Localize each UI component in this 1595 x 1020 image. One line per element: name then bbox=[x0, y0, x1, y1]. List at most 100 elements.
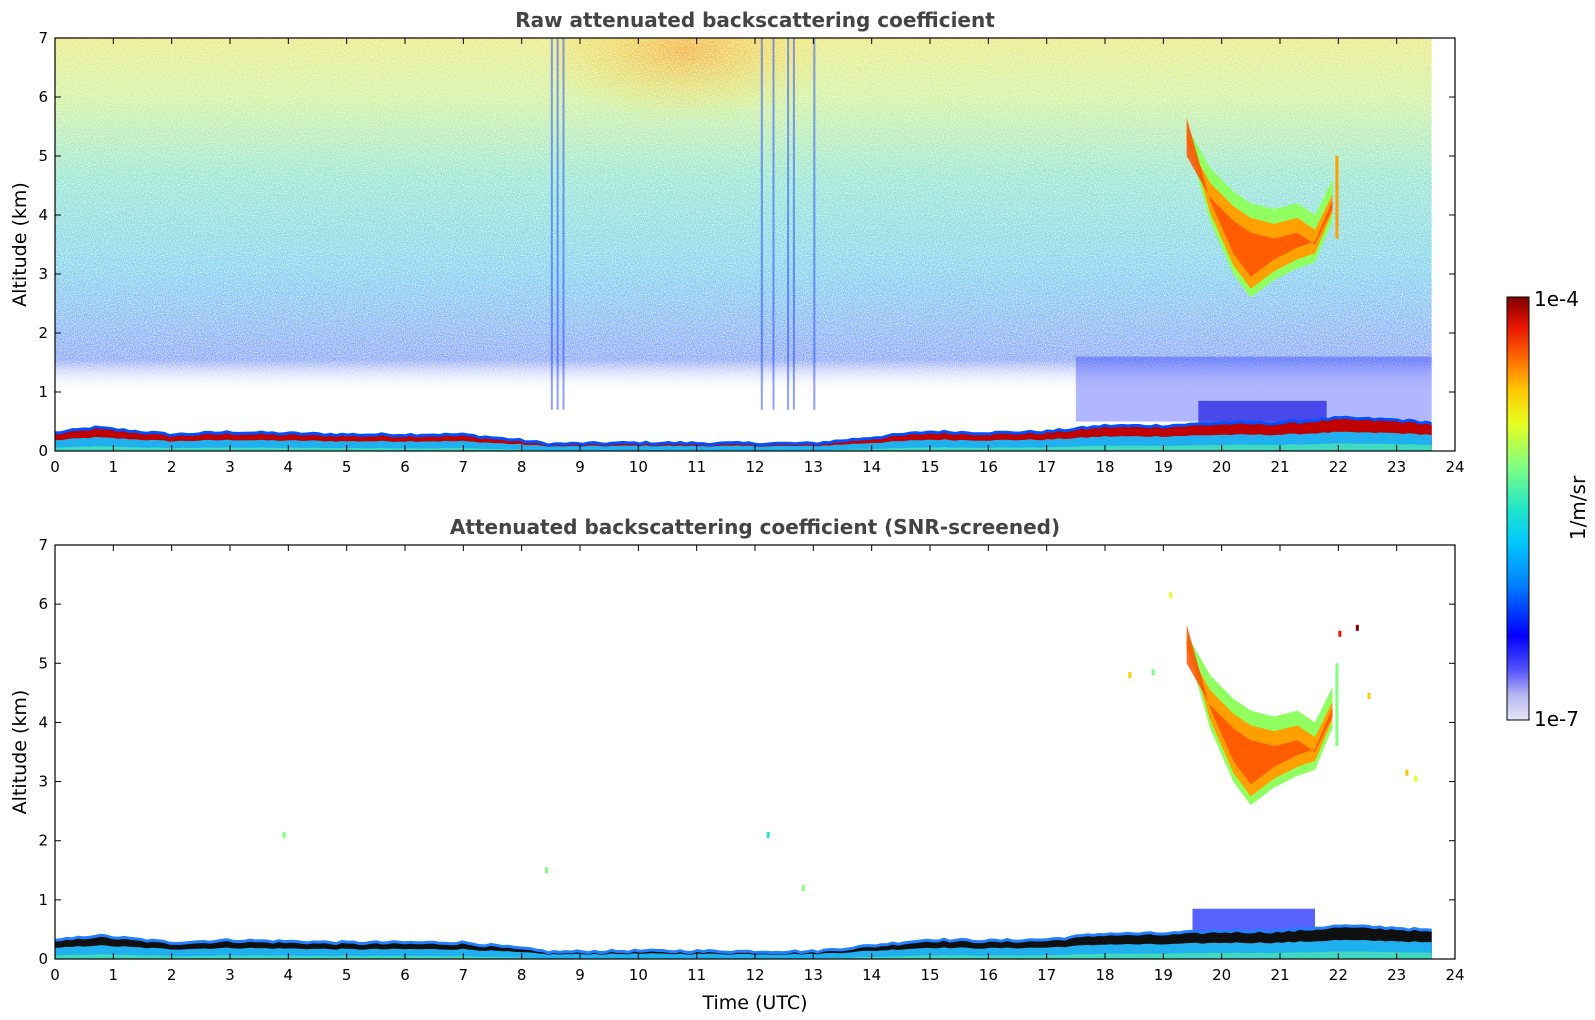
x-tick-label: 4 bbox=[284, 458, 294, 476]
x-tick-label: 15 bbox=[920, 458, 939, 476]
y-tick-label: 5 bbox=[38, 654, 48, 672]
x-tick-label: 9 bbox=[575, 966, 585, 984]
noise-streak bbox=[787, 38, 790, 410]
x-tick-label: 10 bbox=[629, 966, 648, 984]
x-tick-label: 19 bbox=[1154, 966, 1173, 984]
x-tick-label: 7 bbox=[459, 458, 469, 476]
y-tick-label: 4 bbox=[38, 206, 48, 224]
y-tick-label: 1 bbox=[38, 891, 48, 909]
isolated-pixel bbox=[1338, 630, 1342, 637]
x-tick-label: 21 bbox=[1270, 966, 1289, 984]
isolated-pixel bbox=[1169, 592, 1173, 599]
x-tick-label: 17 bbox=[1037, 458, 1056, 476]
colorbar-max-label: 1e-4 bbox=[1534, 287, 1579, 311]
y-tick-label: 0 bbox=[38, 950, 48, 968]
x-tick-label: 5 bbox=[342, 458, 352, 476]
x-tick-label: 1 bbox=[109, 458, 119, 476]
noise-streak bbox=[556, 38, 559, 410]
x-tick-label: 17 bbox=[1037, 966, 1056, 984]
x-tick-label: 13 bbox=[804, 966, 823, 984]
x-tick-label: 8 bbox=[517, 458, 527, 476]
panel2-title: Attenuated backscattering coefficient (S… bbox=[450, 515, 1060, 539]
isolated-pixel bbox=[766, 831, 770, 838]
panel2-x-ticks: 0 1 2 3 4 5 6 7 8 9 10 11 12 13 14 15 16 17 18 19 20 21 22 23 24 bbox=[50, 545, 1465, 984]
panel2-y-ticks: 0 1 2 3 4 5 6 7 bbox=[38, 536, 1455, 968]
x-tick-label: 20 bbox=[1212, 458, 1231, 476]
colorbar: 1e-4 1e-7 1/m/sr bbox=[1506, 287, 1590, 731]
x-tick-label: 16 bbox=[979, 966, 998, 984]
x-tick-label: 3 bbox=[225, 458, 235, 476]
y-tick-label: 3 bbox=[38, 773, 48, 791]
y-tick-label: 6 bbox=[38, 595, 48, 613]
y-tick-label: 0 bbox=[38, 442, 48, 460]
panel1-title: Raw attenuated backscattering coefficien… bbox=[515, 8, 995, 32]
noise-streak bbox=[562, 38, 565, 410]
colorbar-min-label: 1e-7 bbox=[1534, 707, 1579, 731]
cloud-streak bbox=[1335, 663, 1339, 747]
y-tick-label: 1 bbox=[38, 383, 48, 401]
noise-streak bbox=[813, 38, 816, 410]
panel2-y-axis-label: Altitude (km) bbox=[9, 690, 31, 815]
cloud-layer-mid bbox=[1186, 636, 1333, 797]
isolated-pixel bbox=[1367, 692, 1371, 699]
y-tick-label: 2 bbox=[38, 324, 48, 342]
x-tick-label: 6 bbox=[400, 458, 410, 476]
x-tick-label: 24 bbox=[1445, 966, 1464, 984]
colorbar-unit-label: 1/m/sr bbox=[1566, 475, 1590, 540]
dense-blue-region bbox=[1198, 400, 1327, 425]
x-tick-label: 0 bbox=[50, 966, 60, 984]
x-tick-label: 20 bbox=[1212, 966, 1231, 984]
isolated-pixel bbox=[1414, 775, 1418, 782]
x-tick-label: 11 bbox=[687, 458, 706, 476]
cloud-layer-core bbox=[1186, 624, 1333, 785]
x-tick-label: 12 bbox=[745, 458, 764, 476]
isolated-pixel bbox=[1355, 624, 1359, 631]
x-tick-label: 9 bbox=[575, 458, 585, 476]
y-tick-label: 6 bbox=[38, 88, 48, 106]
x-axis-label: Time (UTC) bbox=[701, 992, 807, 1014]
noise-streak bbox=[772, 38, 775, 410]
x-tick-label: 6 bbox=[400, 966, 410, 984]
x-tick-label: 11 bbox=[687, 966, 706, 984]
x-tick-label: 23 bbox=[1387, 966, 1406, 984]
x-tick-label: 15 bbox=[920, 966, 939, 984]
x-tick-label: 19 bbox=[1154, 458, 1173, 476]
speckle-overlay bbox=[55, 38, 1432, 387]
noise-streak bbox=[792, 38, 795, 410]
x-tick-label: 3 bbox=[225, 966, 235, 984]
snr-screened-heatmap bbox=[55, 592, 1432, 959]
surface-layer bbox=[55, 443, 1432, 451]
y-tick-label: 7 bbox=[38, 29, 48, 47]
x-tick-label: 22 bbox=[1329, 966, 1348, 984]
surface-layer bbox=[55, 951, 1432, 959]
x-tick-label: 16 bbox=[979, 458, 998, 476]
isolated-pixel bbox=[801, 885, 805, 892]
isolated-pixel bbox=[545, 867, 548, 874]
x-tick-label: 10 bbox=[629, 458, 648, 476]
x-tick-label: 12 bbox=[745, 966, 764, 984]
panel1-x-ticks: 0 1 2 3 4 5 6 7 8 9 10 11 12 13 14 15 16 17 18 19 20 21 22 23 24 bbox=[50, 38, 1465, 476]
panel1-y-axis-label: Altitude (km) bbox=[9, 182, 31, 307]
screened-blue-patch bbox=[1192, 908, 1315, 933]
x-tick-label: 21 bbox=[1270, 458, 1289, 476]
y-tick-label: 5 bbox=[38, 147, 48, 165]
noise-streak bbox=[760, 38, 763, 410]
x-tick-label: 2 bbox=[167, 966, 177, 984]
x-tick-label: 0 bbox=[50, 458, 60, 476]
raw-backscatter-panel: Raw attenuated backscattering coefficien… bbox=[9, 8, 1465, 476]
x-tick-label: 22 bbox=[1329, 458, 1348, 476]
x-tick-label: 18 bbox=[1095, 966, 1114, 984]
colorbar-gradient bbox=[1506, 296, 1530, 721]
x-tick-label: 24 bbox=[1445, 458, 1464, 476]
near-surface-layer bbox=[55, 431, 1432, 451]
raw-backscatter-heatmap bbox=[55, 38, 1432, 451]
y-tick-label: 4 bbox=[38, 713, 48, 731]
x-tick-label: 13 bbox=[804, 458, 823, 476]
isolated-pixel bbox=[1128, 672, 1132, 679]
x-tick-label: 2 bbox=[167, 458, 177, 476]
x-tick-label: 18 bbox=[1095, 458, 1114, 476]
x-tick-label: 1 bbox=[109, 966, 119, 984]
y-tick-label: 7 bbox=[38, 536, 48, 554]
x-tick-label: 5 bbox=[342, 966, 352, 984]
